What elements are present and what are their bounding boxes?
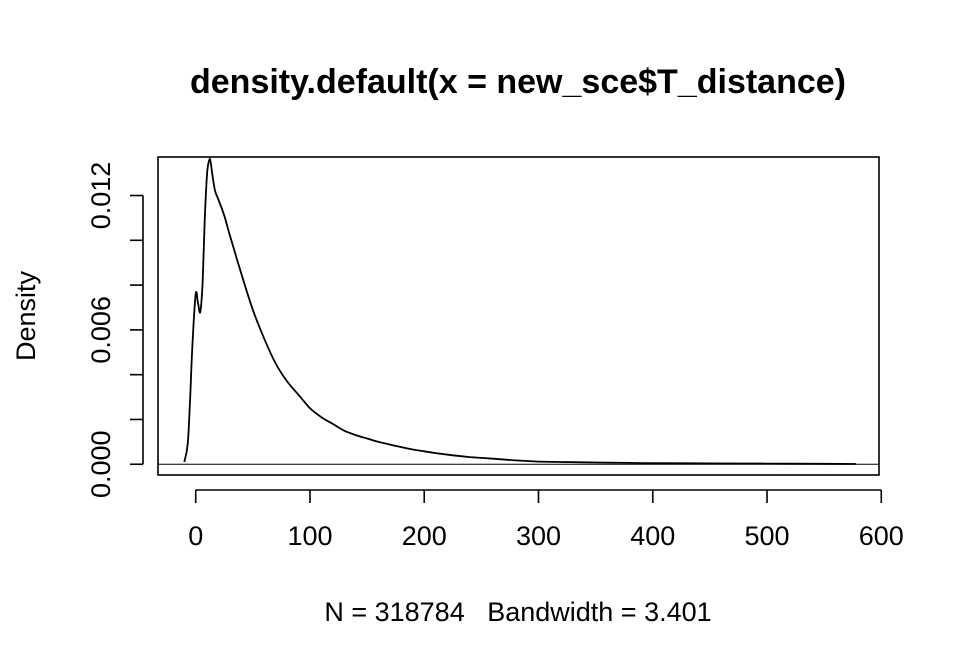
x-tick-label: 400 [630,521,675,551]
x-tick-label: 500 [744,521,789,551]
y-axis-label: Density [11,270,41,361]
plot-area: 0 100 200 300 400 500 600 0.000 0.006 0.012 [86,156,904,551]
y-tick-label: 0.012 [86,162,116,230]
x-tick-label: 0 [188,521,203,551]
x-tick-label: 600 [859,521,904,551]
y-tick-label: 0.000 [86,430,116,498]
density-curve [183,157,857,465]
x-tick-label: 300 [516,521,561,551]
x-tick-label: 200 [402,521,447,551]
x-tick-label: 100 [287,521,332,551]
chart-subtitle: N = 318784 Bandwidth = 3.401 [324,597,711,627]
plot-frame [157,156,880,476]
y-tick-label: 0.006 [86,296,116,364]
chart-title: density.default(x = new_sce$T_distance) [190,63,846,101]
